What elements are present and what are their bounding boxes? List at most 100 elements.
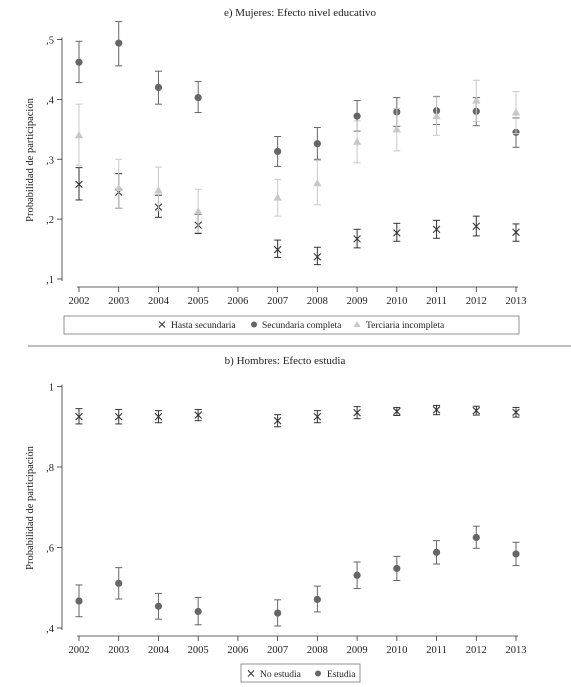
legend-marker: [251, 321, 257, 328]
data-point: [472, 96, 481, 104]
data-point: [353, 112, 361, 120]
marks-mujeres: [74, 21, 521, 266]
error-bar: [313, 246, 321, 266]
x-tick-label: 2003: [108, 645, 129, 656]
data-point: [313, 140, 321, 148]
data-point: [273, 193, 282, 201]
x-tick-label: 2013: [506, 645, 527, 656]
legend-box: [63, 315, 520, 335]
data-point: [274, 147, 282, 156]
data-point: [114, 412, 123, 421]
x-tick-label: 2006: [227, 645, 248, 656]
y-tick-label: ,8: [46, 463, 54, 474]
data-point: [154, 83, 163, 91]
x-tick-label: 2007: [267, 645, 288, 656]
y-axis-label-hombres: Probabilidad de participación: [25, 445, 36, 569]
data-point: [273, 416, 282, 425]
x-tick-label: 2007: [267, 296, 288, 307]
legend-marker: [158, 321, 166, 328]
legend-box: [240, 663, 361, 683]
data-point: [512, 550, 520, 558]
y-axis-label-mujeres: Probabilidad de participación: [25, 97, 36, 221]
legend-marker: [247, 670, 255, 677]
data-point: [313, 412, 322, 421]
legend-label: Estudia: [327, 670, 356, 680]
y-tick-label: ,3: [46, 155, 54, 166]
x-tick-label: 2002: [69, 645, 90, 656]
x-tick-label: 2005: [188, 296, 209, 307]
axes-mujeres: ,1 ,2 ,3 ,4 ,5 2002 2003 2004 2005 2006 2007 2008 20…: [46, 36, 526, 308]
panel-mujeres: e) Mujeres: Efecto nivel educativo Proba…: [25, 7, 527, 335]
x-tick-label: 2008: [307, 296, 328, 307]
data-point: [154, 602, 163, 610]
data-point: [74, 131, 84, 139]
legend-label: No estudia: [260, 670, 302, 680]
legend-hombres: No estudia Estudia: [240, 663, 361, 683]
data-point: [392, 125, 402, 133]
y-tick-label: ,2: [46, 215, 54, 226]
y-tick-label: ,4: [46, 95, 55, 106]
x-tick-label: 2011: [426, 645, 447, 656]
y-tick-label: ,4: [46, 624, 55, 635]
data-point: [313, 595, 321, 604]
panel-title-hombres: b) Hombres: Efecto estudia: [225, 355, 346, 367]
data-point: [115, 579, 123, 587]
data-point: [353, 571, 361, 579]
x-tick-label: 2010: [386, 645, 407, 656]
data-point: [393, 564, 401, 573]
data-point: [114, 183, 123, 191]
legend-marker: [315, 670, 321, 677]
legend-label: Terciaria incompleta: [366, 321, 445, 331]
data-point: [432, 406, 441, 414]
x-tick-label: 2010: [386, 296, 407, 307]
data-point: [512, 228, 520, 237]
x-tick-label: 2013: [506, 296, 527, 307]
data-point: [194, 411, 202, 419]
panel-hombres: b) Hombres: Efecto estudia Probabilidad …: [25, 355, 527, 683]
y-tick-label: ,1: [46, 275, 54, 286]
x-tick-label: 2012: [466, 645, 487, 656]
data-point: [193, 207, 203, 215]
data-point: [194, 93, 202, 102]
data-point: [472, 533, 480, 542]
series-estudia: [75, 525, 520, 627]
x-tick-label: 2003: [108, 296, 129, 307]
data-point: [75, 412, 83, 421]
legend-marker: [353, 320, 361, 328]
data-point: [352, 137, 362, 145]
y-tick-label: 1: [49, 383, 54, 394]
legend-mujeres: Hasta secundaria Secundaria completa Terci…: [63, 315, 520, 335]
data-point: [154, 186, 163, 194]
x-tick-label: 2012: [466, 296, 487, 307]
data-point: [512, 408, 520, 417]
data-point: [75, 180, 83, 189]
data-point: [511, 108, 521, 116]
data-point: [274, 609, 282, 617]
data-point: [194, 607, 202, 616]
data-point: [75, 597, 83, 605]
error-bar: [274, 239, 282, 258]
x-tick-label: 2009: [347, 645, 368, 656]
y-tick-label: ,5: [46, 36, 54, 47]
data-point: [432, 225, 441, 234]
legend-label: Hasta secundaria: [171, 321, 236, 331]
data-point: [432, 548, 441, 556]
data-point: [154, 412, 163, 421]
series-hasta-secundaria: [75, 167, 520, 266]
x-tick-label: 2009: [347, 296, 368, 307]
x-tick-label: 2004: [148, 645, 170, 656]
x-tick-label: 2006: [227, 296, 248, 307]
data-point: [353, 235, 361, 243]
data-point: [393, 407, 401, 416]
series-secundaria-completa: [75, 21, 520, 167]
x-tick-label: 2002: [69, 296, 90, 307]
data-point: [393, 229, 401, 237]
data-point: [75, 58, 83, 66]
data-point: [273, 245, 282, 254]
data-point: [432, 111, 441, 120]
data-point: [353, 408, 361, 417]
marks-hombres: [75, 404, 520, 627]
data-point: [313, 179, 322, 187]
series-no-estudia: [75, 404, 520, 428]
